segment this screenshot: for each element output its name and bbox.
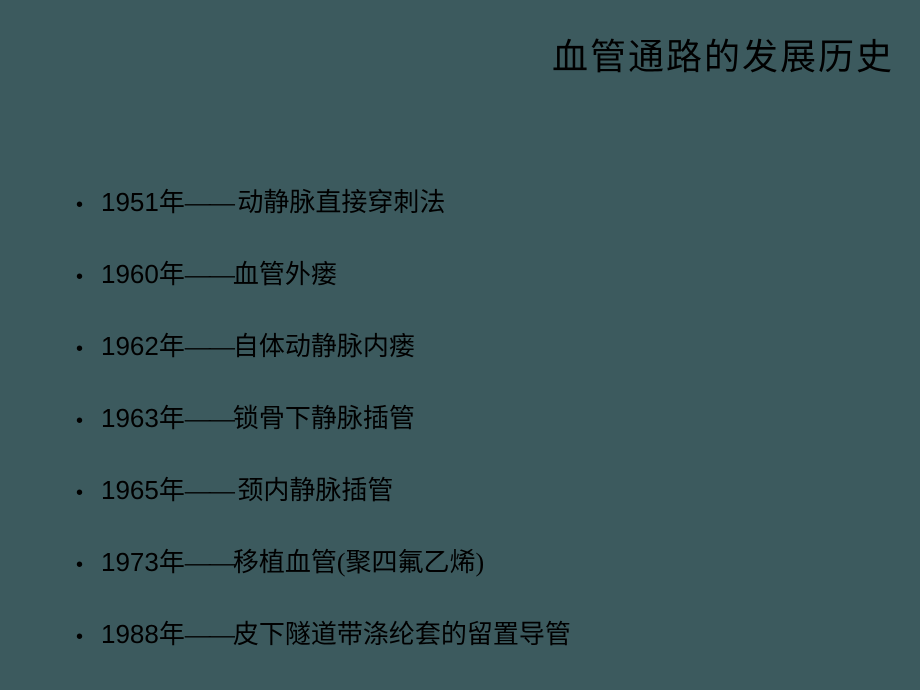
bullet-icon: •	[76, 410, 83, 433]
item-content: 1951年—— 动静脉直接穿刺法	[101, 182, 445, 219]
list-item: • 1960年——血管外瘘	[76, 254, 571, 291]
list-item: • 1963年——锁骨下静脉插管	[76, 398, 571, 435]
history-list: • 1951年—— 动静脉直接穿刺法 • 1960年——血管外瘘 • 1962年…	[76, 182, 571, 686]
item-text: 移植血管(聚四氟乙烯)	[233, 548, 484, 577]
item-text: 自体动静脉内瘘	[233, 332, 415, 361]
item-text: 血管外瘘	[233, 260, 337, 289]
item-dash: ——	[185, 260, 233, 289]
item-year: 1965	[101, 475, 159, 505]
item-text: 动静脉直接穿刺法	[237, 188, 445, 217]
item-dash: ——	[185, 476, 238, 505]
list-item: • 1973年——移植血管(聚四氟乙烯)	[76, 542, 571, 579]
bullet-icon: •	[76, 554, 83, 577]
item-text: 颈内静脉插管	[237, 476, 393, 505]
year-suffix: 年	[159, 260, 185, 289]
item-year: 1973	[101, 547, 159, 577]
item-content: 1973年——移植血管(聚四氟乙烯)	[101, 542, 484, 579]
bullet-icon: •	[76, 194, 83, 217]
item-dash: ——	[185, 548, 233, 577]
year-suffix: 年	[159, 620, 185, 649]
item-year: 1960	[101, 259, 159, 289]
bullet-icon: •	[76, 626, 83, 649]
item-year: 1951	[101, 187, 159, 217]
list-item: • 1965年—— 颈内静脉插管	[76, 470, 571, 507]
item-text: 皮下隧道带涤纶套的留置导管	[233, 620, 571, 649]
item-dash: ——	[185, 332, 233, 361]
item-content: 1965年—— 颈内静脉插管	[101, 470, 393, 507]
item-dash: ——	[185, 404, 233, 433]
year-suffix: 年	[159, 476, 185, 505]
item-content: 1962年——自体动静脉内瘘	[101, 326, 415, 363]
slide-title: 血管通路的发展历史	[552, 28, 894, 80]
list-item: • 1962年——自体动静脉内瘘	[76, 326, 571, 363]
bullet-icon: •	[76, 266, 83, 289]
slide-container: 血管通路的发展历史 • 1951年—— 动静脉直接穿刺法 • 1960年——血管…	[0, 0, 920, 690]
list-item: • 1988年——皮下隧道带涤纶套的留置导管	[76, 614, 571, 651]
item-content: 1960年——血管外瘘	[101, 254, 337, 291]
bullet-icon: •	[76, 482, 83, 505]
list-item: • 1951年—— 动静脉直接穿刺法	[76, 182, 571, 219]
item-dash: ——	[185, 620, 233, 649]
year-suffix: 年	[159, 404, 185, 433]
year-suffix: 年	[159, 548, 185, 577]
bullet-icon: •	[76, 338, 83, 361]
item-dash: ——	[185, 188, 238, 217]
item-content: 1963年——锁骨下静脉插管	[101, 398, 415, 435]
item-year: 1963	[101, 403, 159, 433]
item-content: 1988年——皮下隧道带涤纶套的留置导管	[101, 614, 571, 651]
year-suffix: 年	[159, 332, 185, 361]
year-suffix: 年	[159, 188, 185, 217]
item-year: 1988	[101, 619, 159, 649]
item-text: 锁骨下静脉插管	[233, 404, 415, 433]
item-year: 1962	[101, 331, 159, 361]
